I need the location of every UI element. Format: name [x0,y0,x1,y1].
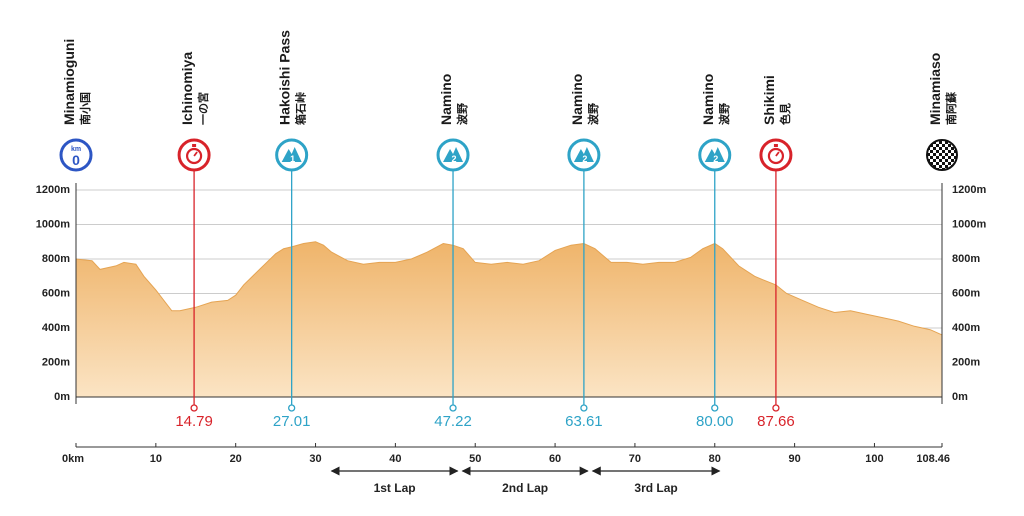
checkpoint-kom: Namino 波野 47.22 2 [434,74,472,430]
checkpoint-name-jp: 南小国 [78,92,92,125]
mountain-category: 2 [582,154,587,164]
checkpoint-name-jp: 箱石峠 [294,92,308,125]
distance-tick-label: 50 [469,453,481,465]
y-tick-right: 1000m [952,219,986,231]
checkpoint-name-jp: 波野 [586,103,600,125]
y-tick-right: 200m [952,357,980,369]
stopwatch-hand [193,151,198,157]
checkpoint-km: 63.61 [565,413,603,430]
checkpoint-name: Namino [438,74,454,125]
stopwatch-crown [773,144,778,147]
mountain-shape [704,147,725,162]
mountain-category: 2 [452,154,457,164]
y-tick-right: 400m [952,322,980,334]
lap-label: 2nd Lap [502,481,548,495]
checkpoint-name-jp: 南阿蘇 [944,92,958,125]
y-tick-left: 600m [42,288,70,300]
distance-tick-label: 108.46 [916,453,950,465]
checkpoints: Minamioguni 南小国 km0 Ichinomiya 一の宮 14.79 Hakoi… [59,30,958,430]
checkpoint-name-jp: 波野 [717,103,731,125]
distance-tick-label: 0km [62,453,84,465]
y-tick-right: 0m [952,391,968,403]
checkpoint-sprint: Ichinomiya 一の宮 14.79 [175,52,213,430]
y-tick-left: 800m [42,253,70,265]
checkpoint-sprint: Shikimi 色見 87.66 [757,75,795,430]
checkpoint-km: 87.66 [757,413,795,430]
lap-arrows: 1st Lap 2nd Lap 3rd Lap [330,466,721,495]
checkpoint-name: Namino [569,74,585,125]
y-tick-labels: 0m 0m 200m 200m 400m 400m 600m 600m 800m 800m 1000… [36,184,987,403]
checkpoint-km: 47.22 [434,413,472,430]
mountain-category: 1 [290,154,295,164]
start-icon-value: 0 [72,152,80,168]
start-icon-unit: km [71,146,81,153]
distance-tick-label: 30 [309,453,321,465]
y-tick-left: 200m [42,357,70,369]
checkpoint-dot [449,404,457,412]
stopwatch-crown [192,144,197,147]
y-tick-right: 800m [952,253,980,265]
distance-tick-label: 40 [389,453,401,465]
checkpoint-name: Shikimi [761,75,777,125]
checkpoint-km: 27.01 [273,413,311,430]
distance-tick-label: 90 [788,453,800,465]
checkpoint-name-jp: 色見 [778,103,792,125]
checkpoint-dot [190,404,198,412]
distance-tick-label: 60 [549,453,561,465]
checkpoint-dot [288,404,296,412]
checkpoint-kom: Namino 波野 80.00 2 [696,74,734,430]
distance-tick-label: 10 [150,453,162,465]
checkpoint-dot [772,404,780,412]
stopwatch-face [767,147,785,165]
checkpoint-start: Minamioguni 南小国 km0 [59,39,93,172]
distance-tick-label: 20 [230,453,242,465]
checkpoint-finish: Minamiaso 南阿蘇 [926,53,958,171]
stopwatch-face [185,147,203,165]
checkpoint-name: Minamiaso [927,53,943,125]
checkpoint-name-jp: 一の宮 [196,92,210,125]
y-tick-right: 1200m [952,184,986,196]
elevation-profile [75,241,943,398]
mountain-shape [281,147,302,162]
axes [75,183,943,404]
checkpoint-name-jp: 波野 [455,103,469,125]
distance-tick-label: 80 [709,453,721,465]
checkpoint-dot [580,404,588,412]
y-tick-right: 600m [952,288,980,300]
distance-tick-label: 100 [865,453,883,465]
distance-axis: 0km 10 20 30 40 50 60 70 80 90 100 108.46 [62,443,950,465]
finish-flag-icon [926,139,958,171]
mountain-shape [443,147,464,162]
y-tick-left: 1000m [36,219,70,231]
y-tick-left: 400m [42,322,70,334]
checkpoint-name: Hakoishi Pass [277,30,293,125]
checkpoint-name: Minamioguni [61,39,77,125]
y-tick-left: 0m [54,391,70,403]
checkpoint-name: Namino [700,74,716,125]
start-icon [59,138,93,172]
mountain-shape [573,147,594,162]
lap-label: 3rd Lap [634,481,677,495]
checkpoint-km: 14.79 [175,413,213,430]
checkpoint-dot [711,404,719,412]
checkpoint-km: 80.00 [696,413,734,430]
checkpoint-kom: Namino 波野 63.61 2 [565,74,603,430]
checkpoint-name: Ichinomiya [179,52,195,125]
distance-tick-label: 70 [629,453,641,465]
elevation-area [75,241,943,398]
mountain-category: 2 [713,154,718,164]
y-tick-left: 1200m [36,184,70,196]
checkpoint-kom: Hakoishi Pass 箱石峠 27.01 1 [273,30,311,430]
stopwatch-hand [775,151,780,157]
lap-label: 1st Lap [374,481,416,495]
